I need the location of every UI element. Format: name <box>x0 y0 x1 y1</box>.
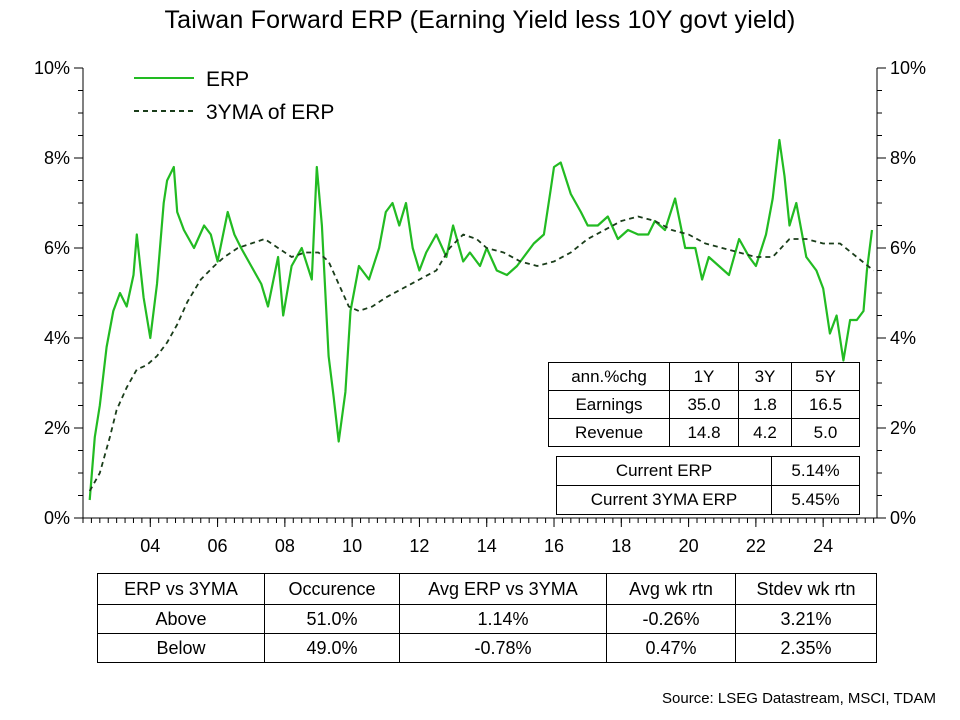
stats-cell: 49.0% <box>264 633 400 663</box>
stats-cell: Below <box>97 633 265 663</box>
current-erp-table: Current ERP 5.14% Current 3YMA ERP 5.45% <box>556 456 860 515</box>
legend-erp-label: ERP <box>206 68 249 91</box>
stats-header-cell: Avg ERP vs 3YMA <box>399 573 607 605</box>
current-label-cell: Current ERP <box>556 456 772 486</box>
stats-row-above: Above 51.0% 1.14% -0.26% 3.21% <box>97 604 877 634</box>
erp-series-line <box>88 138 874 501</box>
x-tick-label: 10 <box>342 536 362 556</box>
growth-header-cell: 3Y <box>738 362 792 391</box>
chart-title: Taiwan Forward ERP (Earning Yield less 1… <box>164 6 796 34</box>
stats-cell: -0.26% <box>606 604 736 634</box>
current-row-erp: Current ERP 5.14% <box>556 456 860 486</box>
growth-table: ann.%chg 1Y 3Y 5Y Earnings 35.0 1.8 16.5… <box>548 362 860 447</box>
erp-3yma-series-line <box>88 215 875 492</box>
growth-header-cell: 1Y <box>669 362 739 391</box>
current-label-cell: Current 3YMA ERP <box>556 485 772 515</box>
stats-cell: 3.21% <box>735 604 877 634</box>
growth-header-cell: ann.%chg <box>548 362 670 391</box>
x-tick-label: 22 <box>746 536 766 556</box>
y-tick-label-left: 6% <box>44 238 70 258</box>
x-tick-label: 24 <box>813 536 833 556</box>
stats-cell: 2.35% <box>735 633 877 663</box>
x-tick-label: 16 <box>544 536 564 556</box>
stats-cell: -0.78% <box>399 633 607 663</box>
y-tick-label-left: 2% <box>44 418 70 438</box>
x-tick-label: 04 <box>140 536 160 556</box>
growth-cell: 35.0 <box>669 390 739 419</box>
stats-header-cell: ERP vs 3YMA <box>97 573 265 605</box>
stats-row-below: Below 49.0% -0.78% 0.47% 2.35% <box>97 633 877 663</box>
growth-row-revenue: Revenue 14.8 4.2 5.0 <box>548 418 860 447</box>
growth-row-earnings: Earnings 35.0 1.8 16.5 <box>548 390 860 419</box>
growth-header-cell: 5Y <box>791 362 860 391</box>
current-value-cell: 5.14% <box>771 456 860 486</box>
x-tick-label: 14 <box>477 536 497 556</box>
x-tick-label: 06 <box>208 536 228 556</box>
y-tick-label-right: 6% <box>890 238 916 258</box>
stats-cell: 51.0% <box>264 604 400 634</box>
y-tick-label-left: 10% <box>34 58 70 78</box>
y-tick-label-right: 10% <box>890 58 926 78</box>
stats-cell: 0.47% <box>606 633 736 663</box>
growth-cell: 14.8 <box>669 418 739 447</box>
x-tick-label: 12 <box>409 536 429 556</box>
erp-stats-table: ERP vs 3YMA Occurence Avg ERP vs 3YMA Av… <box>97 573 877 663</box>
growth-cell: 5.0 <box>791 418 860 447</box>
y-tick-label-left: 0% <box>44 508 70 528</box>
y-tick-label-right: 2% <box>890 418 916 438</box>
growth-cell: Earnings <box>548 390 670 419</box>
stats-header-row: ERP vs 3YMA Occurence Avg ERP vs 3YMA Av… <box>97 573 877 605</box>
stats-cell: 1.14% <box>399 604 607 634</box>
series-group <box>88 138 875 501</box>
legend-ma-label: 3YMA of ERP <box>206 101 334 124</box>
growth-cell: Revenue <box>548 418 670 447</box>
x-tick-label: 20 <box>679 536 699 556</box>
growth-cell: 4.2 <box>738 418 792 447</box>
current-row-3yma: Current 3YMA ERP 5.45% <box>556 485 860 515</box>
x-tick-label: 08 <box>275 536 295 556</box>
growth-header-row: ann.%chg 1Y 3Y 5Y <box>548 362 860 391</box>
y-tick-label-left: 8% <box>44 148 70 168</box>
axes: 0% 0% 2% 2% 4% 4% 6% 6% 8% 8% 10% 10% 04 06 08 10 12 14 16… <box>34 58 926 556</box>
y-tick-label-right: 4% <box>890 328 916 348</box>
stats-header-cell: Stdev wk rtn <box>735 573 877 605</box>
y-tick-label-right: 0% <box>890 508 916 528</box>
current-value-cell: 5.45% <box>771 485 860 515</box>
stats-header-cell: Avg wk rtn <box>606 573 736 605</box>
x-tick-label: 18 <box>611 536 631 556</box>
growth-cell: 16.5 <box>791 390 860 419</box>
legend: ERP 3YMA of ERP <box>134 68 334 124</box>
stats-cell: Above <box>97 604 265 634</box>
stats-header-cell: Occurence <box>264 573 400 605</box>
source-note: Source: LSEG Datastream, MSCI, TDAM <box>662 690 936 707</box>
growth-cell: 1.8 <box>738 390 792 419</box>
y-tick-label-right: 8% <box>890 148 916 168</box>
y-tick-label-left: 4% <box>44 328 70 348</box>
